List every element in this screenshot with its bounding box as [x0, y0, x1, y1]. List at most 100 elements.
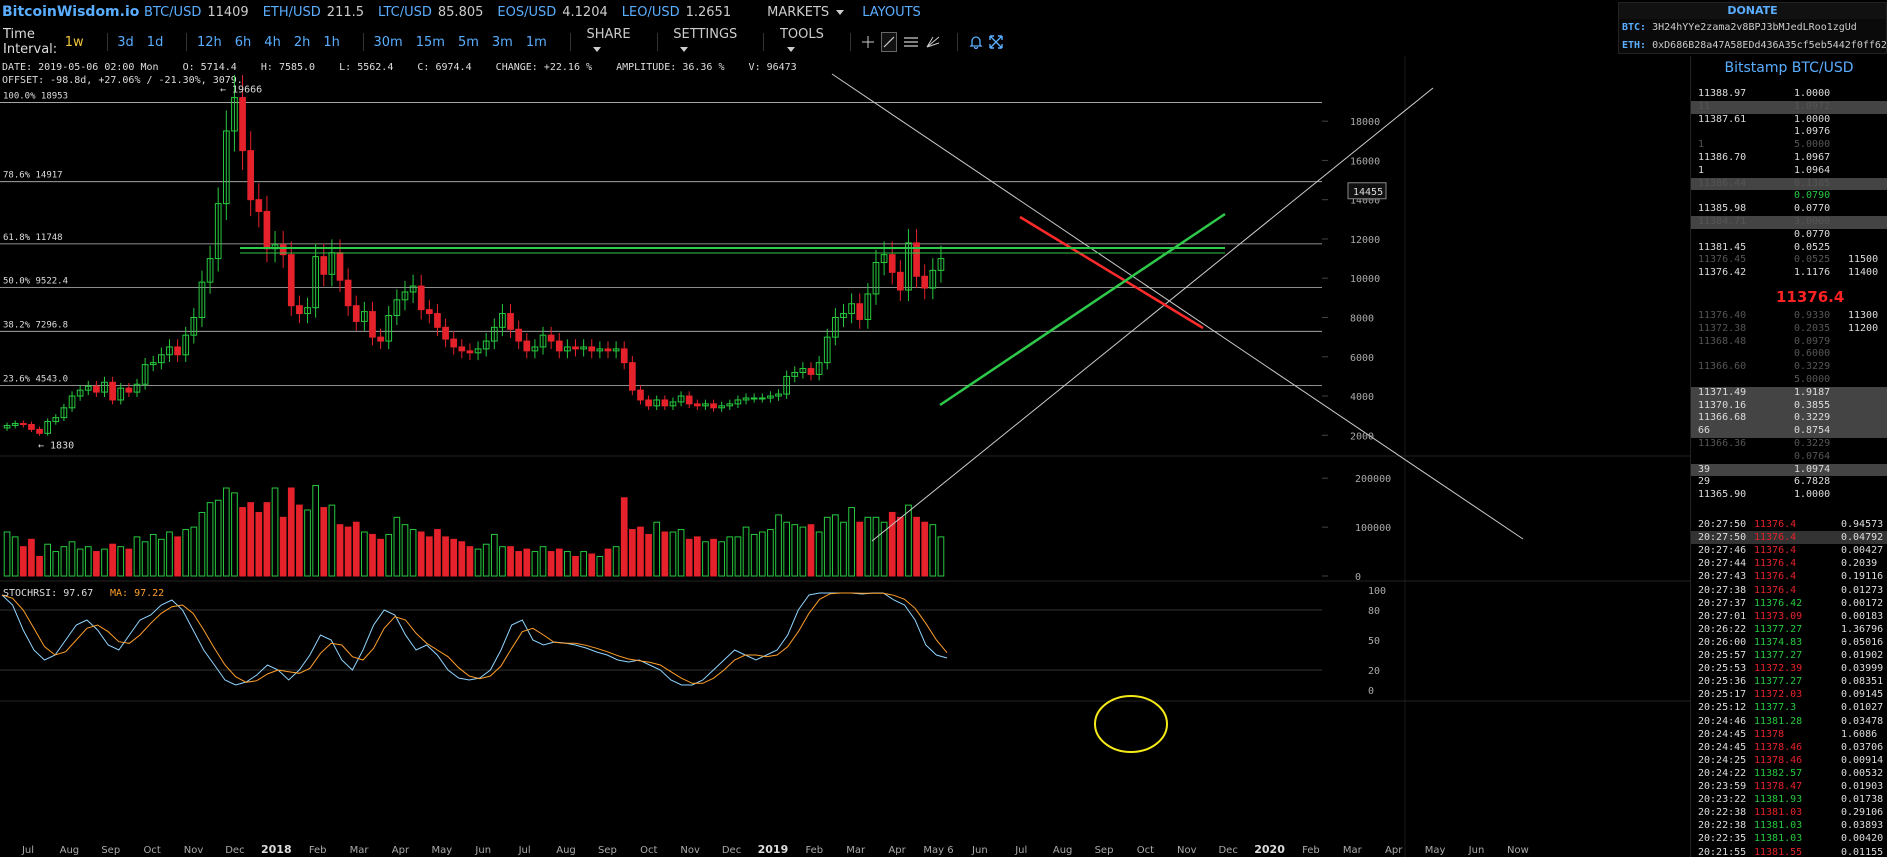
- share-menu[interactable]: SHARE: [586, 27, 631, 57]
- ask-row[interactable]: 1 1.0964: [1691, 165, 1887, 178]
- tools-menu[interactable]: TOOLS: [780, 27, 824, 57]
- trade-row[interactable]: 20:27:46 11376.4 0.00427: [1691, 544, 1887, 557]
- bid-row[interactable]: 0.6000: [1691, 348, 1887, 361]
- interval-5m[interactable]: 5m: [457, 34, 479, 50]
- bid-total[interactable]: 11300: [1848, 310, 1887, 323]
- ask-row[interactable]: 11384.71 3.0000: [1691, 216, 1887, 229]
- trade-row[interactable]: 20:24:45 11378.46 0.03706: [1691, 741, 1887, 754]
- markets-menu[interactable]: MARKETS: [767, 5, 845, 20]
- trade-row[interactable]: 20:24:25 11378.46 0.00914: [1691, 754, 1887, 767]
- x-axis-label: May: [1425, 845, 1446, 856]
- trade-row[interactable]: 20:25:12 11377.3 0.01027: [1691, 701, 1887, 714]
- draw-icon[interactable]: [925, 32, 941, 52]
- ticker-btc[interactable]: BTC/USD 11409: [144, 4, 249, 20]
- bid-row[interactable]: 29 6.7828: [1691, 476, 1887, 489]
- ask-row[interactable]: 11376.42 1.1176: [1691, 267, 1887, 280]
- trendline-icon[interactable]: [881, 32, 898, 52]
- trade-row[interactable]: 20:27:01 11373.09 0.00183: [1691, 610, 1887, 623]
- bid-row[interactable]: 11366.60 0.3229: [1691, 361, 1887, 374]
- bid-row[interactable]: 11365.90 1.0000: [1691, 489, 1887, 502]
- bid-total[interactable]: 11200: [1848, 323, 1887, 336]
- trade-row[interactable]: 20:23:59 11378.47 0.01903: [1691, 780, 1887, 793]
- trade-row[interactable]: 20:22:38 11381.03 0.03893: [1691, 819, 1887, 832]
- ask-total[interactable]: 11500: [1848, 254, 1887, 267]
- trade-row[interactable]: 20:25:17 11372.03 0.09145: [1691, 688, 1887, 701]
- trade-row[interactable]: 20:24:46 11381.28 0.03478: [1691, 715, 1887, 728]
- ask-row[interactable]: 0.0770: [1691, 229, 1887, 242]
- interval-30m[interactable]: 30m: [373, 34, 403, 50]
- interval-1w[interactable]: 1w: [64, 34, 84, 50]
- trade-row[interactable]: 20:25:57 11377.27 0.01902: [1691, 649, 1887, 662]
- donate-title[interactable]: DONATE: [1619, 3, 1886, 19]
- bid-row[interactable]: 5.0000: [1691, 374, 1887, 387]
- ticker-eth[interactable]: ETH/USD 211.5: [262, 4, 365, 20]
- interval-1d[interactable]: 1d: [146, 34, 164, 50]
- fullscreen-icon[interactable]: [989, 32, 1004, 52]
- ask-row[interactable]: 11 1.0972: [1691, 100, 1887, 114]
- crosshair-icon[interactable]: [861, 32, 876, 52]
- interval-15m[interactable]: 15m: [415, 34, 445, 50]
- alert-bell-icon[interactable]: [968, 32, 983, 52]
- interval-4h[interactable]: 4h: [264, 34, 281, 50]
- settings-menu[interactable]: SETTINGS: [673, 27, 737, 57]
- donate-btc[interactable]: BTC: 3H24hYYe2zama2v8BPJ3bMJedLRoo1zgUd: [1622, 22, 1857, 33]
- horizontal-lines-icon[interactable]: [903, 32, 919, 52]
- interval-6h[interactable]: 6h: [234, 34, 252, 50]
- site-logo[interactable]: BitcoinWisdom.io: [2, 4, 140, 20]
- ticker-leo[interactable]: LEO/USD 1.2651: [621, 4, 732, 20]
- trade-row[interactable]: 20:25:53 11372.39 0.03999: [1691, 662, 1887, 675]
- trade-row[interactable]: 20:22:38 11381.03 0.29106: [1691, 806, 1887, 819]
- trade-row[interactable]: 20:27:37 11376.42 0.00172: [1691, 597, 1887, 610]
- trade-row[interactable]: 20:22:35 11381.03 0.00420: [1691, 832, 1887, 845]
- trade-row[interactable]: 20:25:36 11377.27 0.08351: [1691, 675, 1887, 688]
- bid-row[interactable]: 0.0764: [1691, 451, 1887, 464]
- orderbook-amt: 6.7828: [1794, 476, 1831, 488]
- bid-row[interactable]: 11370.16 0.3855: [1691, 399, 1887, 413]
- trade-row[interactable]: 20:21:55 11381.55 0.01155: [1691, 846, 1887, 857]
- trade-row[interactable]: 20:27:50 11376.4 0.94573: [1691, 518, 1887, 531]
- trade-row[interactable]: 20:26:22 11377.27 1.36796: [1691, 623, 1887, 636]
- trade-row[interactable]: 20:26:00 11374.83 0.05016: [1691, 636, 1887, 649]
- bid-row[interactable]: 11376.40 0.9330: [1691, 310, 1887, 323]
- ask-row[interactable]: 11376.45 0.0525: [1691, 254, 1887, 267]
- ask-row[interactable]: 1.0976: [1691, 126, 1887, 139]
- trade-row[interactable]: 20:27:44 11376.4 0.2039: [1691, 557, 1887, 570]
- trade-row[interactable]: 20:24:22 11382.57 0.00532: [1691, 767, 1887, 780]
- trade-row[interactable]: 20:24:45 11378 1.6086: [1691, 728, 1887, 741]
- ask-row[interactable]: 11387.61 1.0000: [1691, 114, 1887, 127]
- bid-row[interactable]: 11366.36 0.3229: [1691, 438, 1887, 451]
- bid-row[interactable]: 11371.49 1.9187: [1691, 386, 1887, 400]
- trade-row[interactable]: 20:27:38 11376.4 0.01273: [1691, 584, 1887, 597]
- bid-row[interactable]: 39 1.0974: [1691, 463, 1887, 477]
- ask-row[interactable]: 11381.45 0.0525: [1691, 242, 1887, 255]
- price-chart[interactable]: 100.0% 18953 78.6% 14917 61.8% 11748 50.0% …: [0, 56, 1690, 857]
- ticker-ltc[interactable]: LTC/USD 85.805: [378, 4, 484, 20]
- trade-row[interactable]: 20:27:43 11376.4 0.19116: [1691, 570, 1887, 583]
- interval-3d[interactable]: 3d: [117, 34, 134, 50]
- trade-row[interactable]: 20:27:50 11376.4 0.04792: [1691, 531, 1887, 545]
- trade-row[interactable]: 20:23:22 11381.93 0.01738: [1691, 793, 1887, 806]
- ask-row[interactable]: 11386.70 1.0967: [1691, 152, 1887, 165]
- candle-body: [677, 395, 685, 403]
- x-axis-label: Aug: [60, 845, 80, 856]
- ask-row[interactable]: 0.0790: [1691, 190, 1887, 203]
- layouts-link[interactable]: LAYOUTS: [862, 4, 921, 20]
- bid-row[interactable]: 11368.48 0.0979: [1691, 336, 1887, 349]
- interval-1h[interactable]: 1h: [323, 34, 340, 50]
- ask-row[interactable]: 11385.98 0.0770: [1691, 203, 1887, 216]
- bid-row[interactable]: 11366.68 0.3229: [1691, 412, 1887, 426]
- interval-12h[interactable]: 12h: [197, 34, 222, 50]
- donate-eth[interactable]: ETH: 0xD686B28a47A58EDd436A35cf5eb5442f0…: [1622, 40, 1886, 51]
- candle-body: [369, 311, 376, 338]
- ticker-eos[interactable]: EOS/USD 4.1204: [497, 4, 608, 20]
- ask-row[interactable]: 11388.97 1.0000: [1691, 88, 1887, 101]
- bid-row[interactable]: 11372.38 0.2035: [1691, 323, 1887, 336]
- ask-row[interactable]: 11386.44 0.1385: [1691, 177, 1887, 191]
- interval-1m[interactable]: 1m: [525, 34, 547, 50]
- ask-total[interactable]: 11400: [1848, 267, 1887, 280]
- ask-row[interactable]: 1 5.0000: [1691, 139, 1887, 152]
- interval-3m[interactable]: 3m: [491, 34, 513, 50]
- bid-row[interactable]: 66 0.8754: [1691, 425, 1887, 438]
- tr-price: 11376.4: [1754, 519, 1797, 530]
- interval-2h[interactable]: 2h: [293, 34, 311, 50]
